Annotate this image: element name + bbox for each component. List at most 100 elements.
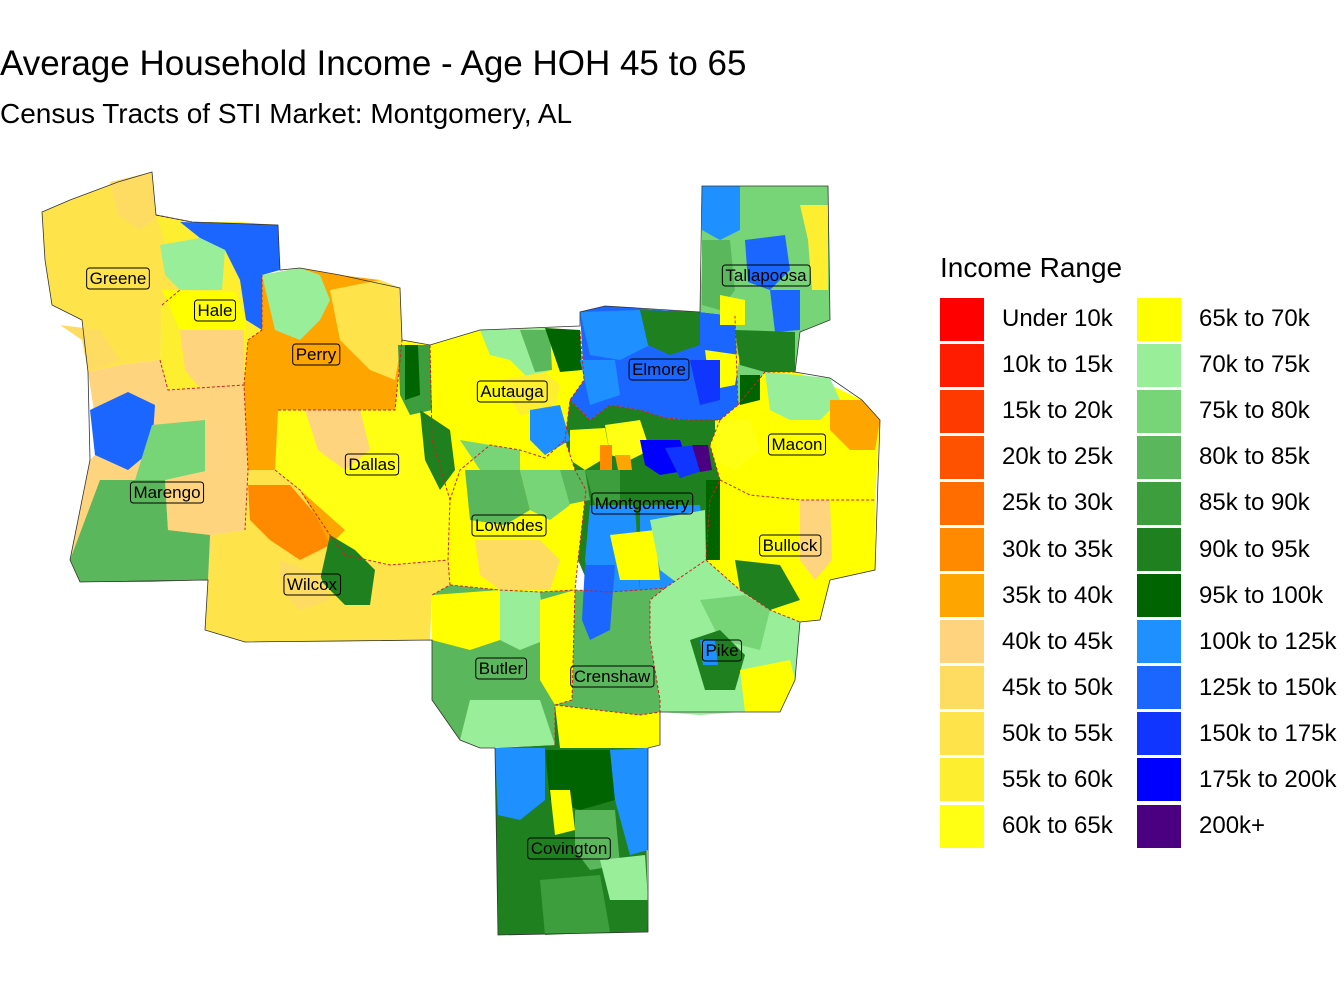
county-label-pike: Pike bbox=[701, 639, 743, 662]
county-label-text: Perry bbox=[296, 345, 337, 364]
legend: Income Range Under 10k 10k to 15k 15k to 2… bbox=[940, 252, 1344, 849]
county-label-box bbox=[344, 453, 400, 476]
county-label-elmore: Elmore bbox=[628, 358, 690, 381]
legend-swatch bbox=[940, 712, 984, 756]
county-label-wilcox: Wilcox bbox=[283, 573, 342, 596]
legend-label: 45k to 50k bbox=[1002, 673, 1113, 701]
legend-label: 10k to 15k bbox=[1002, 351, 1113, 379]
county-label-montgomery: Montgomery bbox=[591, 492, 694, 515]
map-title: Average Household Income - Age HOH 45 to… bbox=[0, 44, 747, 83]
legend-swatch bbox=[1137, 435, 1181, 479]
legend-label: 100k to 125k bbox=[1199, 627, 1337, 655]
county-label-text: Hale bbox=[198, 301, 233, 320]
legend-swatch bbox=[1137, 528, 1181, 572]
legend-swatch bbox=[940, 804, 984, 848]
legend-label: 125k to 150k bbox=[1199, 673, 1337, 701]
legend-label: 175k to 200k bbox=[1199, 765, 1337, 793]
legend-item: 10k to 15k bbox=[940, 342, 1137, 388]
county-label-box bbox=[527, 837, 611, 860]
market-outline bbox=[41, 171, 881, 936]
legend-label: 200k+ bbox=[1199, 812, 1266, 840]
legend-item: 25k to 30k bbox=[940, 480, 1137, 526]
legend-label: 50k to 55k bbox=[1002, 719, 1113, 747]
legend-swatch bbox=[940, 666, 984, 710]
legend-item: 30k to 35k bbox=[940, 526, 1137, 572]
county-label-text: Bullock bbox=[763, 536, 818, 555]
county-label-tallapoosa: Tallapoosa bbox=[721, 264, 811, 287]
legend-label: 90k to 95k bbox=[1199, 535, 1310, 563]
county-label-box bbox=[129, 481, 205, 504]
map-subtitle: Census Tracts of STI Market: Montgomery,… bbox=[0, 98, 573, 129]
legend-item: 15k to 20k bbox=[940, 388, 1137, 434]
legend-label: 35k to 40k bbox=[1002, 581, 1113, 609]
county-label-greene: Greene bbox=[86, 267, 150, 290]
county-label-box bbox=[628, 358, 690, 381]
legend-swatch bbox=[1137, 297, 1181, 341]
county-label-text: Greene bbox=[90, 269, 147, 288]
legend-label: 75k to 80k bbox=[1199, 397, 1310, 425]
legend-label: 30k to 35k bbox=[1002, 535, 1113, 563]
county-label-lowndes: Lowndes bbox=[471, 514, 547, 537]
legend-item: 150k to 175k bbox=[1137, 711, 1344, 757]
legend-swatch bbox=[940, 620, 984, 664]
tract-patches bbox=[60, 172, 880, 935]
legend-label: 60k to 65k bbox=[1002, 812, 1113, 840]
legend-label: 20k to 25k bbox=[1002, 443, 1113, 471]
county-label-text: Tallapoosa bbox=[725, 266, 807, 285]
county-label-box bbox=[767, 433, 827, 456]
legend-label: 65k to 70k bbox=[1199, 305, 1310, 333]
county-label-text: Crenshaw bbox=[574, 667, 651, 686]
legend-item: 50k to 55k bbox=[940, 711, 1137, 757]
legend-item: 100k to 125k bbox=[1137, 619, 1344, 665]
legend-swatch bbox=[1137, 666, 1181, 710]
legend-item: 95k to 100k bbox=[1137, 573, 1344, 619]
county-label-text: Dallas bbox=[348, 455, 395, 474]
legend-swatch bbox=[940, 435, 984, 479]
legend-item: 75k to 80k bbox=[1137, 388, 1344, 434]
county-label-text: Montgomery bbox=[595, 494, 690, 513]
county-label-box bbox=[701, 639, 743, 662]
legend-item: 70k to 75k bbox=[1137, 342, 1344, 388]
county-label-autauga: Autauga bbox=[476, 380, 548, 403]
county-label-text: Autauga bbox=[480, 382, 544, 401]
legend-swatch bbox=[940, 389, 984, 433]
legend-swatch bbox=[940, 758, 984, 802]
legend-item: 90k to 95k bbox=[1137, 526, 1344, 572]
legend-item: 125k to 150k bbox=[1137, 665, 1344, 711]
legend-label: 40k to 45k bbox=[1002, 627, 1113, 655]
county-label-text: Wilcox bbox=[287, 575, 338, 594]
county-label-text: Covington bbox=[531, 839, 608, 858]
county-label-marengo: Marengo bbox=[129, 481, 205, 504]
legend-swatch bbox=[1137, 620, 1181, 664]
legend-item: 85k to 90k bbox=[1137, 480, 1344, 526]
legend-swatch bbox=[1137, 481, 1181, 525]
legend-swatch bbox=[1137, 758, 1181, 802]
legend-swatch bbox=[1137, 343, 1181, 387]
county-label-text: Butler bbox=[479, 659, 524, 678]
legend-item: Under 10k bbox=[940, 296, 1137, 342]
legend-items: Under 10k 10k to 15k 15k to 20k 20k to 25k 2… bbox=[940, 296, 1344, 849]
legend-swatch bbox=[940, 528, 984, 572]
county-label-perry: Perry bbox=[292, 343, 341, 366]
county-greene[interactable] bbox=[42, 172, 192, 372]
county-label-box bbox=[194, 299, 236, 322]
legend-item: 55k to 60k bbox=[940, 757, 1137, 803]
legend-swatch bbox=[940, 343, 984, 387]
county-label-hale: Hale bbox=[194, 299, 236, 322]
county-label-bullock: Bullock bbox=[759, 534, 822, 557]
legend-item: 45k to 50k bbox=[940, 665, 1137, 711]
county-label-macon: Macon bbox=[767, 433, 827, 456]
county-label-box bbox=[471, 514, 547, 537]
county-label-box bbox=[570, 665, 655, 688]
county-label-box bbox=[476, 380, 548, 403]
legend-label: 150k to 175k bbox=[1199, 719, 1337, 747]
legend-swatch bbox=[940, 297, 984, 341]
legend-swatch bbox=[1137, 804, 1181, 848]
legend-item: 175k to 200k bbox=[1137, 757, 1344, 803]
legend-label: 55k to 60k bbox=[1002, 765, 1113, 793]
county-labels: Greene Hale Perry Marengo Dallas Wilcox Autaug… bbox=[86, 264, 827, 860]
county-label-dallas: Dallas bbox=[344, 453, 400, 476]
legend-item: 20k to 25k bbox=[940, 434, 1137, 480]
legend-label: 85k to 90k bbox=[1199, 489, 1310, 517]
county-label-box bbox=[292, 343, 341, 366]
